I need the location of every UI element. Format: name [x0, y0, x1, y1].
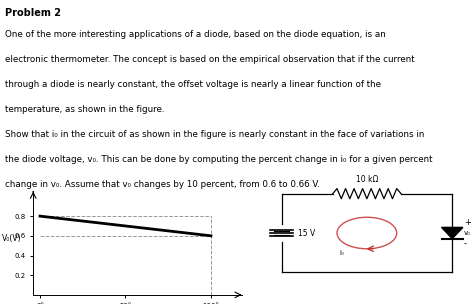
Text: Show that i₀ in the circuit of as shown in the figure is nearly constant in the : Show that i₀ in the circuit of as shown …: [5, 130, 424, 139]
Text: v₀: v₀: [464, 230, 471, 236]
Polygon shape: [441, 227, 463, 239]
Text: 10 kΩ: 10 kΩ: [356, 174, 378, 184]
Text: the diode voltage, v₀. This can be done by computing the percent change in i₀ fo: the diode voltage, v₀. This can be done …: [5, 155, 432, 164]
Text: 15 V: 15 V: [298, 229, 315, 237]
Text: Problem 2: Problem 2: [5, 8, 61, 18]
Text: +: +: [464, 218, 471, 227]
Text: -: -: [464, 239, 467, 248]
Text: electronic thermometer. The concept is based on the empirical observation that i: electronic thermometer. The concept is b…: [5, 55, 414, 64]
Text: i₀: i₀: [339, 250, 344, 256]
Text: through a diode is nearly constant, the offset voltage is nearly a linear functi: through a diode is nearly constant, the …: [5, 80, 381, 89]
Text: One of the more interesting applications of a diode, based on the diode equation: One of the more interesting applications…: [5, 30, 385, 40]
Y-axis label: V₀(V): V₀(V): [2, 234, 21, 243]
Text: temperature, as shown in the figure.: temperature, as shown in the figure.: [5, 105, 164, 114]
Text: change in v₀. Assume that v₀ changes by 10 percent, from 0.6 to 0.66 V.: change in v₀. Assume that v₀ changes by …: [5, 180, 319, 189]
